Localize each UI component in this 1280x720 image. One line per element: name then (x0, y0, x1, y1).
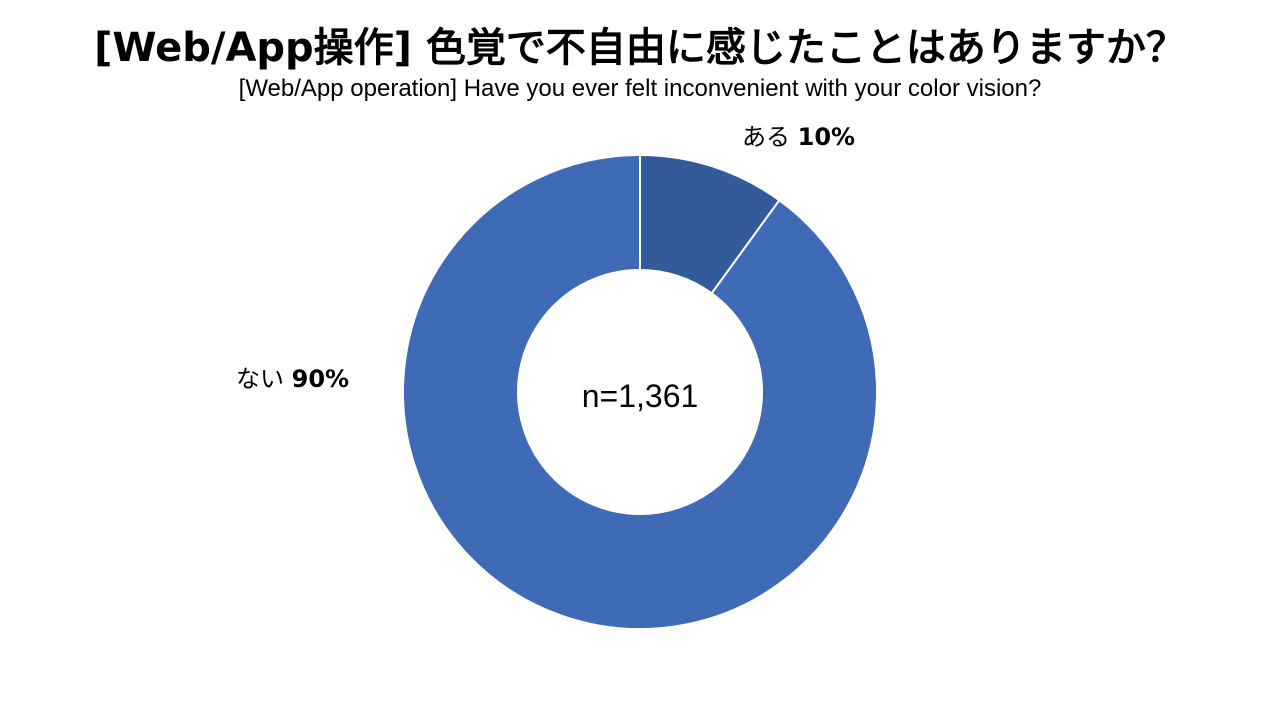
slice-label-aru: ある 10% (742, 122, 855, 152)
donut-slice-1 (402, 153, 878, 630)
chart-title: [Web/App操作] 色覚で不自由に感じたことはありますか？ (94, 25, 1186, 71)
donut-center-label: n=1,361 (581, 378, 699, 414)
slice-label-nai-name: ない (236, 365, 284, 393)
donut-slices (402, 153, 878, 630)
slice-label-aru-name: ある (742, 123, 790, 151)
slice-label-nai: ない 90% (236, 364, 349, 394)
chart-subtitle: [Web/App operation] Have you ever felt i… (238, 75, 1042, 102)
slice-label-nai-value: 90% (291, 365, 350, 393)
slice-label-aru-value: 10% (797, 123, 856, 151)
